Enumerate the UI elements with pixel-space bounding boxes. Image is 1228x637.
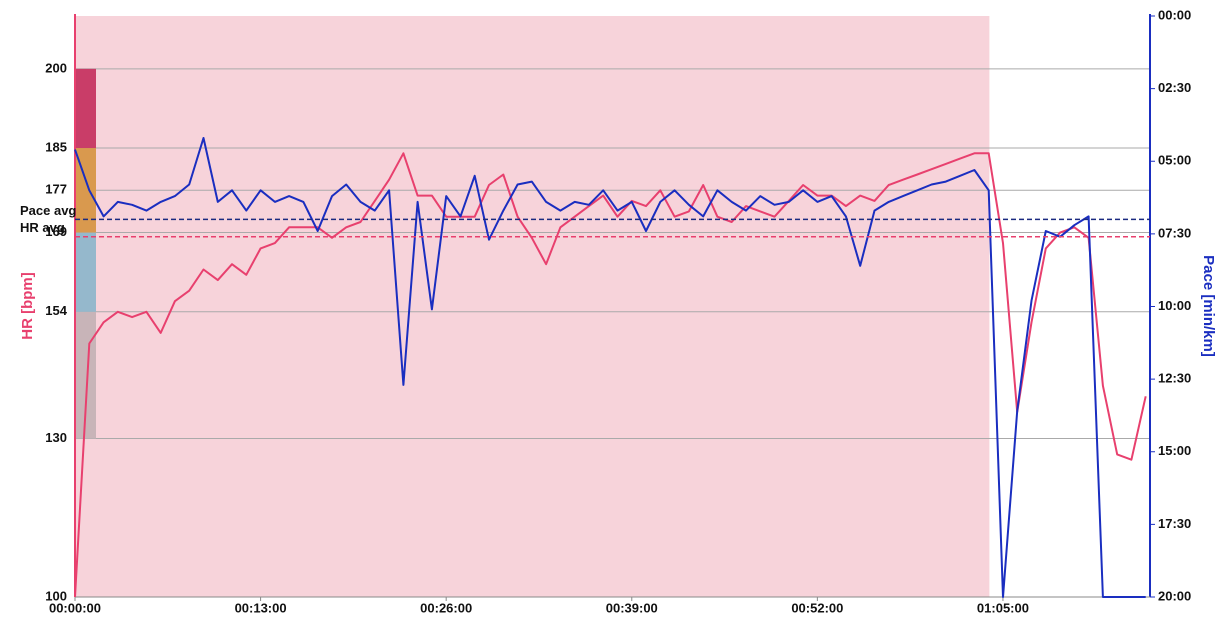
y-tick-label: 185 bbox=[45, 139, 67, 154]
series-line bbox=[74, 152, 1147, 598]
y2-axis-title: Pace [min/km] bbox=[1200, 255, 1217, 357]
avg-label: HR avg bbox=[20, 220, 65, 235]
background-layer bbox=[75, 16, 1150, 598]
hr-zone bbox=[75, 311, 96, 439]
y-tick-label: 200 bbox=[45, 60, 67, 75]
y-tick-label: 169 bbox=[45, 224, 67, 239]
y2-tick-label: 07:30 bbox=[1158, 225, 1191, 240]
hr-zone bbox=[75, 232, 96, 312]
hr-zone bbox=[75, 148, 96, 233]
x-tick-label: 00:13:00 bbox=[235, 600, 287, 615]
y2-tick-label: 15:00 bbox=[1158, 443, 1191, 458]
y2-tick-label: 17:30 bbox=[1158, 516, 1191, 531]
y2-tick-label: 05:00 bbox=[1158, 153, 1191, 168]
x-tick-label: 00:26:00 bbox=[420, 600, 472, 615]
x-tick-label: 00:39:00 bbox=[606, 600, 658, 615]
x-tick-label: 01:05:00 bbox=[977, 600, 1029, 615]
y-axis-title: HR [bpm] bbox=[19, 272, 36, 340]
series-line bbox=[74, 137, 1146, 598]
avg-label: Pace avg bbox=[20, 203, 76, 218]
y2-tick-label: 10:00 bbox=[1158, 298, 1191, 313]
y-tick-label: 177 bbox=[45, 182, 67, 197]
y-tick-label: 100 bbox=[45, 588, 67, 603]
hr-zone bbox=[75, 68, 96, 149]
x-tick-label: 00:52:00 bbox=[791, 600, 843, 615]
x-tick-label: 00:00:00 bbox=[49, 600, 101, 615]
y-tick-label: 130 bbox=[45, 430, 67, 445]
y2-tick-label: 12:30 bbox=[1158, 371, 1191, 386]
y-tick-label: 154 bbox=[45, 303, 67, 318]
highlight-region bbox=[75, 16, 990, 597]
y2-tick-label: 20:00 bbox=[1158, 588, 1191, 603]
y2-tick-label: 02:30 bbox=[1158, 80, 1191, 95]
y2-tick-label: 00:00 bbox=[1158, 7, 1191, 22]
